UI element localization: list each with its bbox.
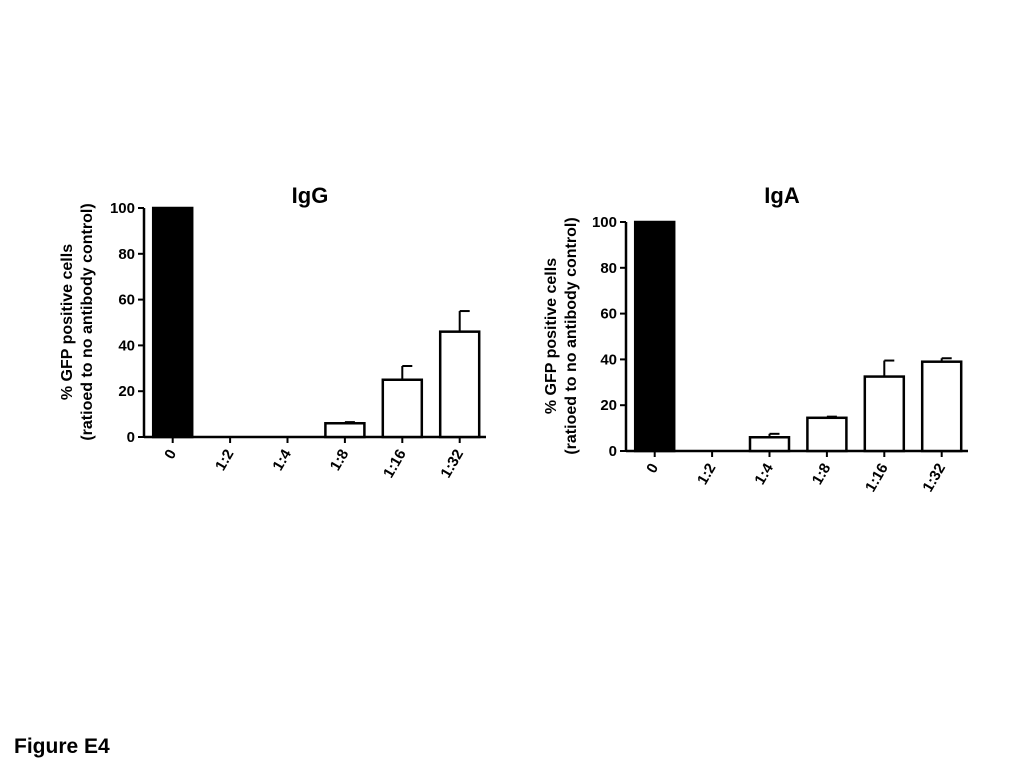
- y-tick-label: 40: [118, 337, 135, 354]
- x-tick-label: 1:16: [380, 447, 410, 482]
- y-tick-label: 60: [600, 306, 617, 323]
- x-tick-label: 1:8: [327, 447, 353, 474]
- figure-label: Figure E4: [14, 735, 110, 758]
- chart-title: IgA: [764, 183, 800, 208]
- y-axis-label: % GFP positive cells (ratioed to no antib…: [543, 217, 580, 454]
- chart-panel-igg: IgG % GFP positive cells (ratioed to no an…: [59, 183, 486, 481]
- y-axis-label-line: % GFP positive cells: [59, 244, 76, 400]
- y-tick-label: 60: [118, 292, 135, 309]
- y-axis-label-line: (ratioed to no antibody control): [563, 217, 580, 454]
- y-tick-label: 40: [600, 351, 617, 368]
- bar-1-32: [438, 330, 481, 439]
- y-tick-label: 100: [110, 200, 135, 217]
- chart-panel-iga: IgA % GFP positive cells (ratioed to no an…: [543, 183, 968, 495]
- x-tick-label: 1:4: [751, 460, 777, 488]
- bar-1-8: [324, 422, 366, 439]
- y-tick-label: 80: [600, 260, 617, 277]
- bar-1-32: [920, 360, 963, 453]
- x-tick-label: 0: [161, 447, 180, 463]
- chart-title: IgG: [292, 183, 329, 208]
- x-tick-label: 1:32: [919, 461, 949, 496]
- x-tick-label: 1:32: [437, 447, 467, 482]
- x-tick-label: 1:2: [212, 447, 238, 474]
- x-tick-label: 1:8: [809, 461, 835, 488]
- bar-0: [151, 206, 194, 439]
- x-tick-label: 0: [643, 461, 662, 477]
- y-tick-label: 20: [118, 383, 135, 400]
- y-tick-label: 80: [118, 246, 135, 263]
- bar-1-8: [806, 416, 848, 453]
- bar-1-4: [748, 436, 791, 453]
- bar-0: [633, 220, 676, 453]
- y-tick-label: 100: [592, 214, 617, 231]
- bar-1-16: [381, 378, 424, 439]
- y-axis-label-line: % GFP positive cells: [543, 258, 560, 414]
- x-tick-label: 1:16: [862, 461, 892, 496]
- y-axis-label: % GFP positive cells (ratioed to no antib…: [59, 203, 96, 440]
- y-tick-label: 0: [609, 443, 617, 460]
- y-tick-label: 0: [127, 429, 135, 446]
- y-axis-label-line: (ratioed to no antibody control): [79, 203, 96, 440]
- x-tick-label: 1:2: [694, 461, 720, 488]
- y-tick-label: 20: [600, 397, 617, 414]
- x-tick-label: 1:4: [269, 446, 295, 474]
- bar-1-16: [863, 375, 906, 453]
